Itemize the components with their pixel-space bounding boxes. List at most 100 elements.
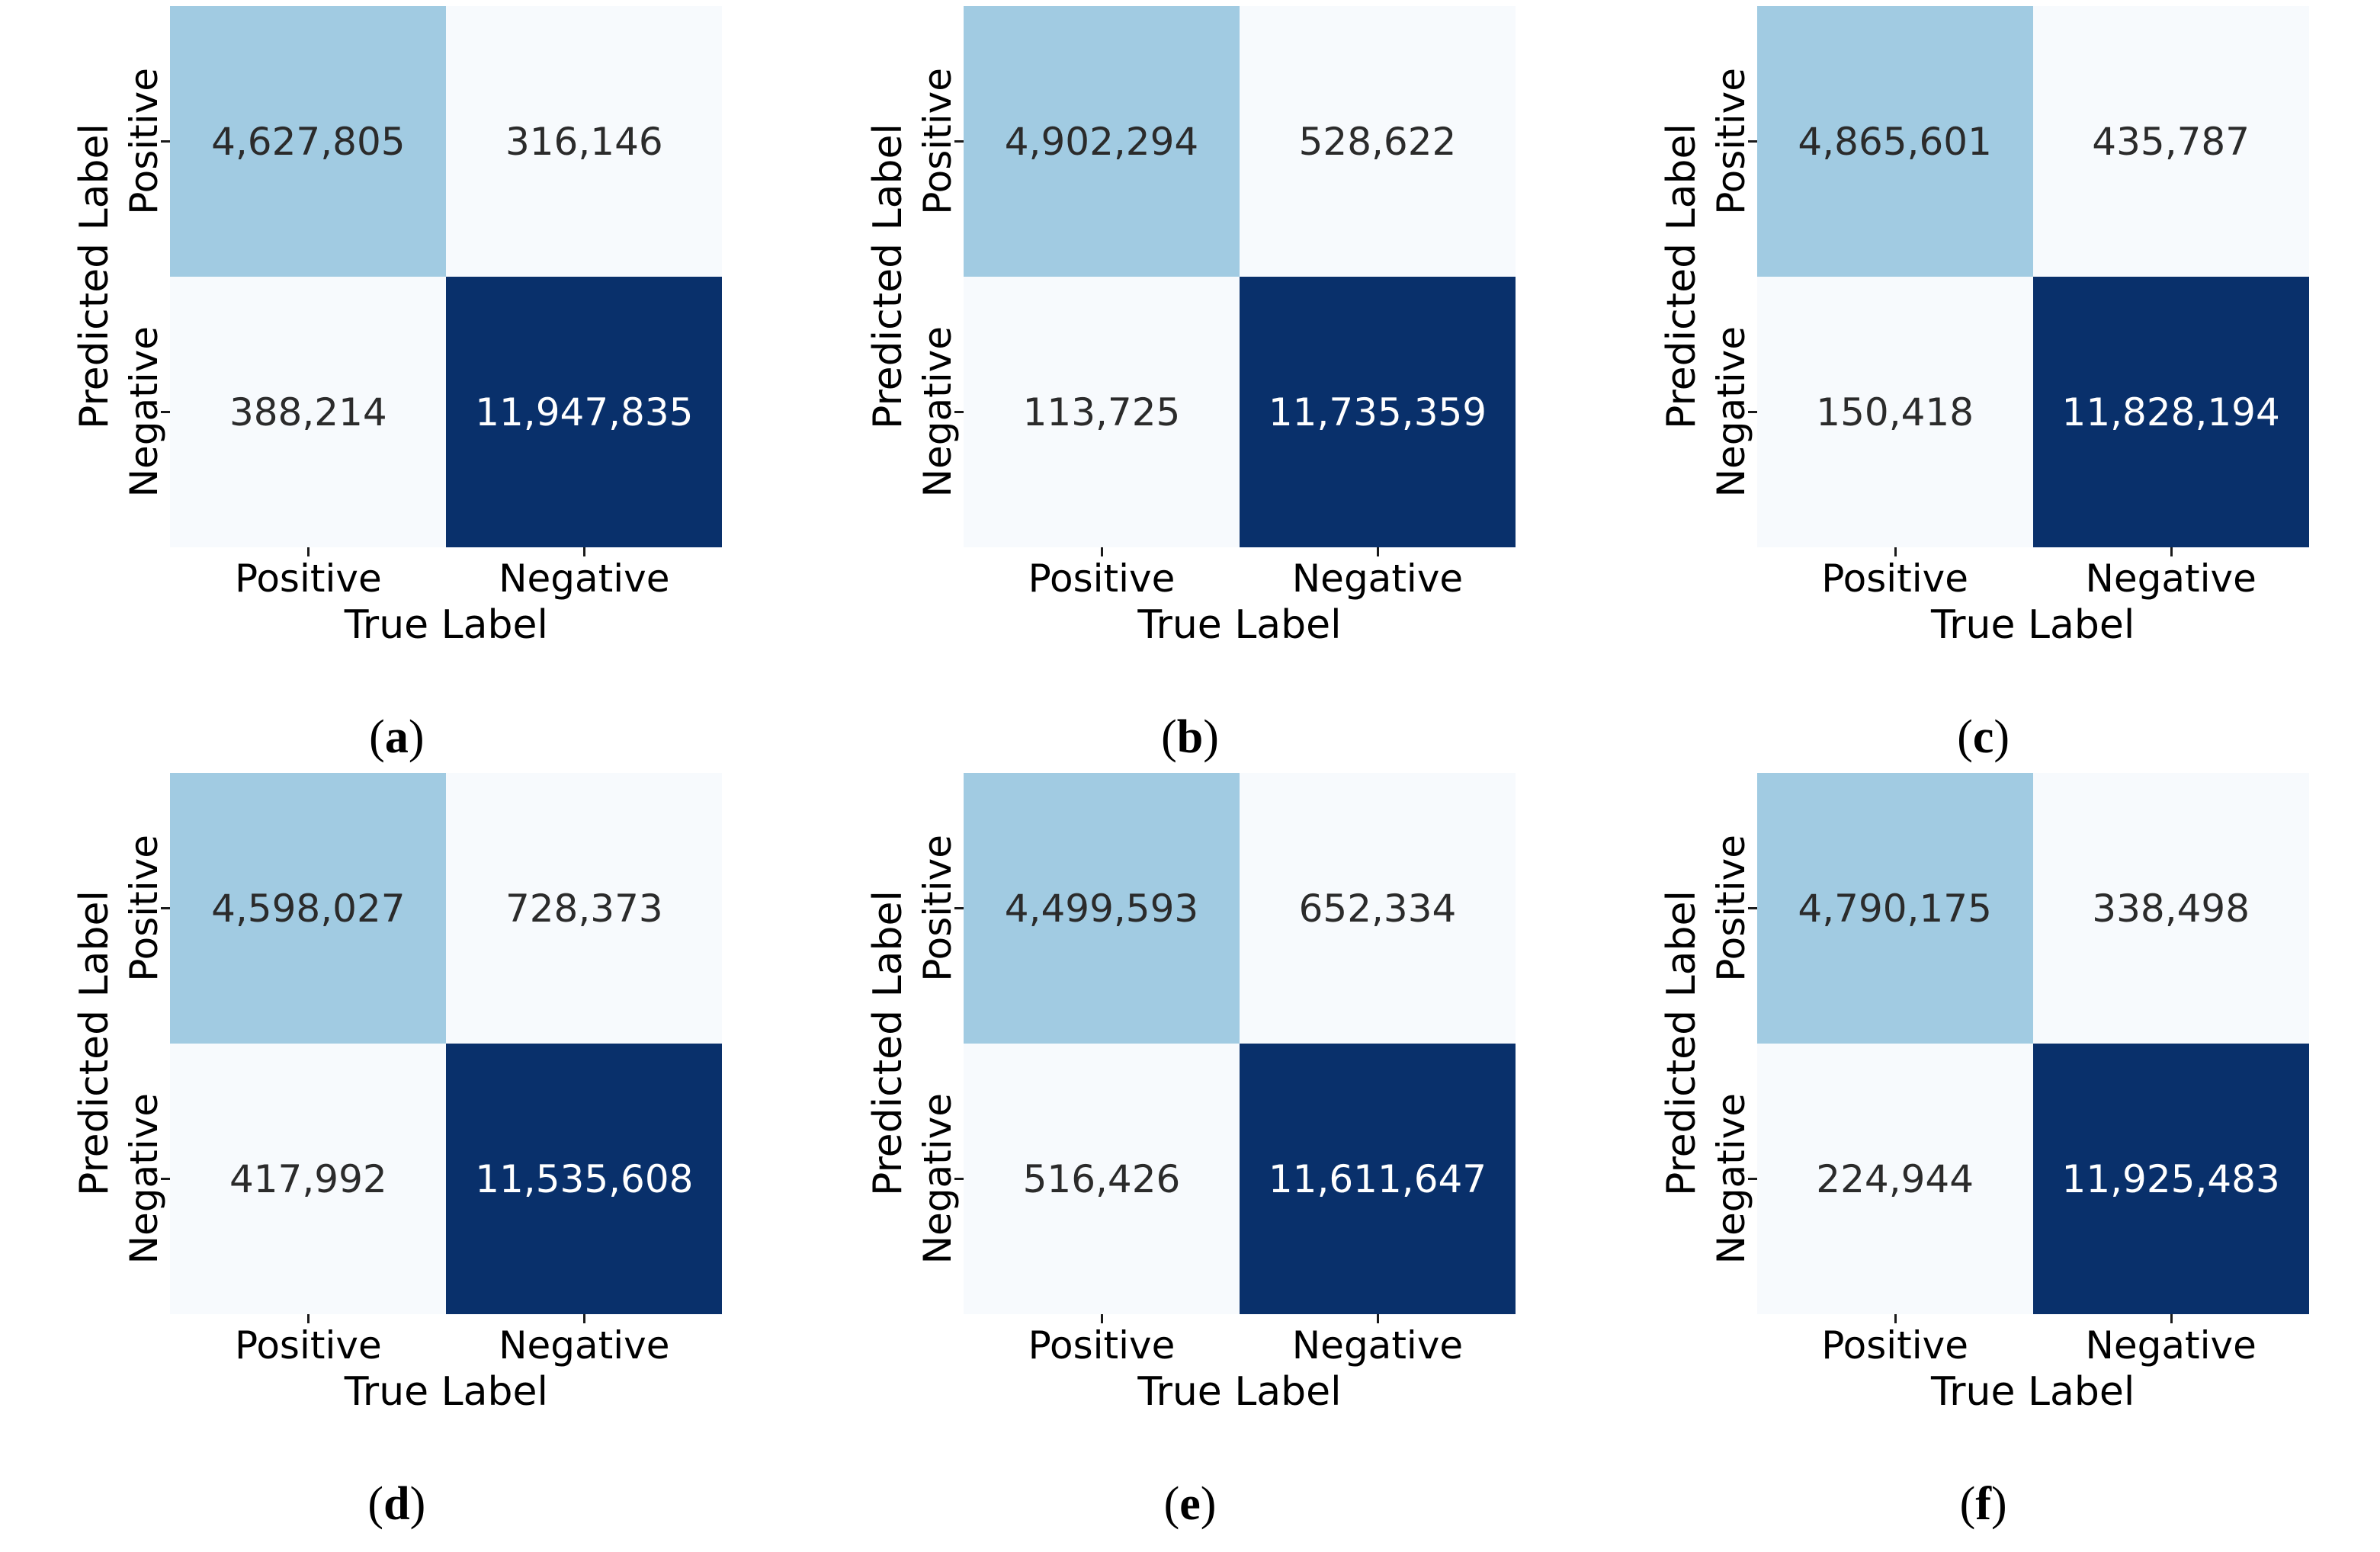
x-tick-positive: Positive	[964, 547, 1240, 598]
x-axis-ticks: Positive Negative	[170, 1314, 722, 1364]
x-tick-negative: Negative	[1240, 547, 1516, 598]
cell-pred-positive-true-positive: 4,499,593	[963, 773, 1240, 1044]
cell-value: 728,373	[505, 886, 663, 931]
cell-pred-negative-true-positive: 113,725	[963, 277, 1240, 547]
y-tick-negative: Negative	[1705, 277, 1757, 547]
cell-value: 338,498	[2092, 886, 2250, 931]
x-tick-negative: Negative	[446, 547, 722, 598]
cell-pred-negative-true-positive: 388,214	[170, 277, 447, 547]
y-axis-title: Predicted Label	[864, 123, 911, 430]
cell-value: 11,925,483	[2061, 1156, 2280, 1201]
heatmap: 4,902,294 528,622 113,725 11,735,359	[963, 6, 1516, 547]
y-axis-title: Predicted Label	[1658, 123, 1705, 430]
cell-value: 224,944	[1816, 1156, 1974, 1201]
y-axis-title: Predicted Label	[72, 890, 118, 1197]
confusion-matrix-panel-b: Predicted Label Positive Negative 4,902,…	[864, 0, 1516, 768]
x-tick-positive: Positive	[964, 1314, 1240, 1364]
y-axis-ticks: Positive Negative	[118, 773, 171, 1314]
y-tick-negative: Negative	[118, 277, 171, 547]
cell-pred-negative-true-negative: 11,535,608	[446, 1044, 723, 1314]
x-axis-title: True Label	[1137, 602, 1342, 648]
x-axis-ticks: Positive Negative	[170, 547, 722, 598]
cell-value: 652,334	[1298, 886, 1457, 931]
confusion-matrix-panel-c: Predicted Label Positive Negative 4,865,…	[1658, 0, 2309, 768]
confusion-matrix-panel-e: Predicted Label Positive Negative 4,499,…	[864, 768, 1516, 1552]
cell-value: 11,828,194	[2061, 390, 2280, 434]
cell-value: 4,627,805	[211, 119, 406, 164]
cell-value: 528,622	[1298, 119, 1457, 164]
cell-pred-positive-true-negative: 652,334	[1239, 773, 1516, 1044]
cell-value: 150,418	[1816, 390, 1974, 434]
x-axis-ticks: Positive Negative	[964, 1314, 1516, 1364]
y-tick-negative: Negative	[912, 1044, 964, 1314]
panel-caption-d: (d)	[367, 1478, 426, 1530]
panel-caption-c: (c)	[1957, 711, 2010, 763]
y-axis-title: Predicted Label	[1658, 890, 1705, 1197]
y-tick-negative: Negative	[118, 1044, 171, 1314]
panel-caption-b: (b)	[1161, 711, 1219, 763]
x-tick-negative: Negative	[446, 1314, 722, 1364]
cell-pred-positive-true-negative: 338,498	[2032, 773, 2309, 1044]
panel-caption-a: (a)	[369, 711, 425, 763]
confusion-matrix-panel-a: Predicted Label Positive Negative 4,627,…	[71, 0, 723, 768]
y-axis-ticks: Positive Negative	[912, 773, 964, 1314]
x-axis-title: True Label	[1137, 1369, 1342, 1415]
cell-value: 316,146	[505, 119, 663, 164]
cell-pred-positive-true-negative: 528,622	[1239, 6, 1516, 277]
cell-pred-negative-true-negative: 11,925,483	[2032, 1044, 2309, 1314]
x-tick-negative: Negative	[1240, 1314, 1516, 1364]
cell-pred-positive-true-positive: 4,598,027	[170, 773, 447, 1044]
confusion-matrix-panel-d: Predicted Label Positive Negative 4,598,…	[71, 768, 723, 1552]
heatmap: 4,790,175 338,498 224,944 11,925,483	[1756, 773, 2309, 1314]
y-axis-ticks: Positive Negative	[912, 6, 964, 547]
cell-pred-positive-true-positive: 4,627,805	[170, 6, 447, 277]
cell-pred-positive-true-positive: 4,790,175	[1756, 773, 2033, 1044]
x-axis-title: True Label	[344, 602, 548, 648]
y-tick-positive: Positive	[118, 773, 171, 1044]
cell-pred-negative-true-positive: 224,944	[1756, 1044, 2033, 1314]
cell-pred-negative-true-positive: 150,418	[1756, 277, 2033, 547]
y-tick-positive: Positive	[1705, 773, 1757, 1044]
y-tick-positive: Positive	[118, 6, 171, 277]
heatmap: 4,598,027 728,373 417,992 11,535,608	[170, 773, 723, 1314]
x-tick-positive: Positive	[170, 547, 446, 598]
heatmap: 4,865,601 435,787 150,418 11,828,194	[1756, 6, 2309, 547]
cell-value: 388,214	[229, 390, 387, 434]
cell-value: 113,725	[1022, 390, 1181, 434]
heatmap: 4,499,593 652,334 516,426 11,611,647	[963, 773, 1516, 1314]
cell-value: 4,598,027	[211, 886, 406, 931]
x-axis-title: True Label	[1931, 1369, 2135, 1415]
x-axis-title: True Label	[1931, 602, 2135, 648]
y-tick-negative: Negative	[912, 277, 964, 547]
cell-pred-positive-true-negative: 435,787	[2032, 6, 2309, 277]
y-axis-title: Predicted Label	[72, 123, 118, 430]
y-tick-positive: Positive	[912, 6, 964, 277]
cell-pred-negative-true-positive: 516,426	[963, 1044, 1240, 1314]
x-tick-negative: Negative	[2033, 1314, 2309, 1364]
y-axis-ticks: Positive Negative	[118, 6, 171, 547]
cell-value: 435,787	[2092, 119, 2250, 164]
cell-value: 516,426	[1022, 1156, 1181, 1201]
x-axis-title: True Label	[344, 1369, 548, 1415]
y-axis-ticks: Positive Negative	[1705, 773, 1757, 1314]
y-tick-positive: Positive	[1705, 6, 1757, 277]
x-tick-positive: Positive	[170, 1314, 446, 1364]
confusion-matrix-panel-f: Predicted Label Positive Negative 4,790,…	[1658, 768, 2309, 1552]
cell-pred-negative-true-negative: 11,611,647	[1239, 1044, 1516, 1314]
cell-pred-negative-true-positive: 417,992	[170, 1044, 447, 1314]
cell-pred-positive-true-negative: 316,146	[446, 6, 723, 277]
cell-value: 11,947,835	[475, 390, 694, 434]
x-axis-ticks: Positive Negative	[1757, 1314, 2309, 1364]
cell-value: 11,735,359	[1268, 390, 1487, 434]
cell-pred-positive-true-negative: 728,373	[446, 773, 723, 1044]
cell-value: 4,790,175	[1798, 886, 1992, 931]
y-tick-negative: Negative	[1705, 1044, 1757, 1314]
y-axis-title: Predicted Label	[864, 890, 911, 1197]
cell-pred-negative-true-negative: 11,947,835	[446, 277, 723, 547]
cell-pred-negative-true-negative: 11,735,359	[1239, 277, 1516, 547]
x-tick-positive: Positive	[1757, 1314, 2033, 1364]
cell-value: 11,611,647	[1268, 1156, 1487, 1201]
x-tick-positive: Positive	[1757, 547, 2033, 598]
